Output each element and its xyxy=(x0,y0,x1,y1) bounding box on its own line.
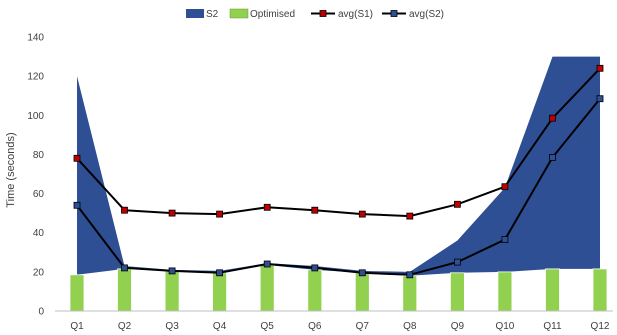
point-avg-s2-q10 xyxy=(501,236,509,244)
y-tick-label: 0 xyxy=(38,307,44,318)
y-tick-label: 140 xyxy=(27,33,44,44)
plot-area xyxy=(55,56,613,312)
x-tick-label: Q7 xyxy=(356,321,370,332)
legend-swatch-s2 xyxy=(186,9,204,18)
point-avg-s2-q2 xyxy=(121,264,128,272)
legend-swatch-optimised xyxy=(229,8,249,19)
bar-optimised-q2 xyxy=(117,268,132,312)
point-avg-s1-q11 xyxy=(549,114,556,122)
bar-optimised-q5 xyxy=(259,264,275,312)
x-tick-label: Q8 xyxy=(403,321,417,332)
x-tick-label: Q5 xyxy=(261,321,275,332)
point-avg-s1-q9 xyxy=(453,200,461,208)
point-avg-s2-q11 xyxy=(549,153,556,161)
point-avg-s1-q1 xyxy=(73,154,81,162)
legend-label-s2: S2 xyxy=(206,9,219,20)
point-avg-s1-q3 xyxy=(168,209,176,217)
y-tick-label: 40 xyxy=(33,228,45,239)
y-axis-title: Time (seconds) xyxy=(5,132,17,207)
legend-marker-avg-s2 xyxy=(390,10,398,17)
bar-optimised-q9 xyxy=(449,272,465,312)
y-tick-label: 80 xyxy=(33,150,45,161)
point-avg-s1-q7 xyxy=(358,210,366,218)
point-avg-s1-q6 xyxy=(311,206,319,214)
bar-optimised-q10 xyxy=(497,271,513,312)
x-tick-label: Q10 xyxy=(495,321,514,332)
x-tick-label: Q4 xyxy=(213,321,227,332)
point-avg-s2-q1 xyxy=(73,201,81,209)
legend-label-avg-s1: avg(S1) xyxy=(338,9,373,20)
x-tick-label: Q6 xyxy=(308,321,322,332)
bar-optimised-q1 xyxy=(69,274,85,312)
x-tick-label: Q3 xyxy=(165,321,179,332)
bar-optimised-q12 xyxy=(592,268,608,312)
bar-optimised-q4 xyxy=(212,272,228,312)
y-tick-label: 100 xyxy=(27,111,44,122)
point-avg-s2-q3 xyxy=(168,267,176,275)
x-tick-label: Q9 xyxy=(451,321,465,332)
point-avg-s1-q12 xyxy=(596,64,604,72)
bar-optimised-q3 xyxy=(164,270,180,312)
x-tick-label: Q12 xyxy=(591,321,610,332)
bar-optimised-q7 xyxy=(354,272,370,312)
point-avg-s2-q4 xyxy=(216,269,224,277)
x-tick-label: Q2 xyxy=(118,321,132,332)
series-line-avg-s2 xyxy=(76,98,601,276)
series-area-s2 xyxy=(77,56,600,276)
bar-optimised-q8 xyxy=(402,275,418,312)
legend-label-optimised: Optimised xyxy=(250,9,295,20)
point-avg-s1-q10 xyxy=(501,183,509,191)
point-avg-s2-q7 xyxy=(358,269,366,277)
y-tick-label: 20 xyxy=(33,267,45,278)
y-tick-label: 60 xyxy=(33,189,45,200)
point-avg-s1-q4 xyxy=(216,210,224,218)
bar-optimised-q6 xyxy=(307,269,323,312)
point-avg-s2-q6 xyxy=(311,264,319,272)
point-avg-s1-q2 xyxy=(121,206,128,214)
point-avg-s1-q5 xyxy=(263,203,271,211)
point-avg-s1-q8 xyxy=(406,212,414,220)
series-line-avg-s1 xyxy=(76,67,601,218)
legend-label-avg-s2: avg(S2) xyxy=(409,9,444,20)
x-tick-label: Q1 xyxy=(70,321,84,332)
x-tick-label: Q11 xyxy=(543,321,562,332)
point-avg-s2-q8 xyxy=(406,271,414,279)
point-avg-s2-q12 xyxy=(596,95,604,103)
bar-optimised-q11 xyxy=(545,268,560,312)
y-tick-label: 120 xyxy=(27,72,44,83)
x-axis: Q1 Q2 Q3 Q4 Q5 Q6 Q7 Q8 Q9 Q10 Q11 Q12 xyxy=(70,321,610,332)
point-avg-s2-q5 xyxy=(263,260,271,268)
legend-marker-avg-s1 xyxy=(319,10,327,17)
point-avg-s2-q9 xyxy=(453,258,461,266)
legend: S2 Optimised avg(S1) avg(S2) xyxy=(186,8,444,20)
y-axis: 0 20 40 60 80 100 120 140 xyxy=(27,33,44,318)
